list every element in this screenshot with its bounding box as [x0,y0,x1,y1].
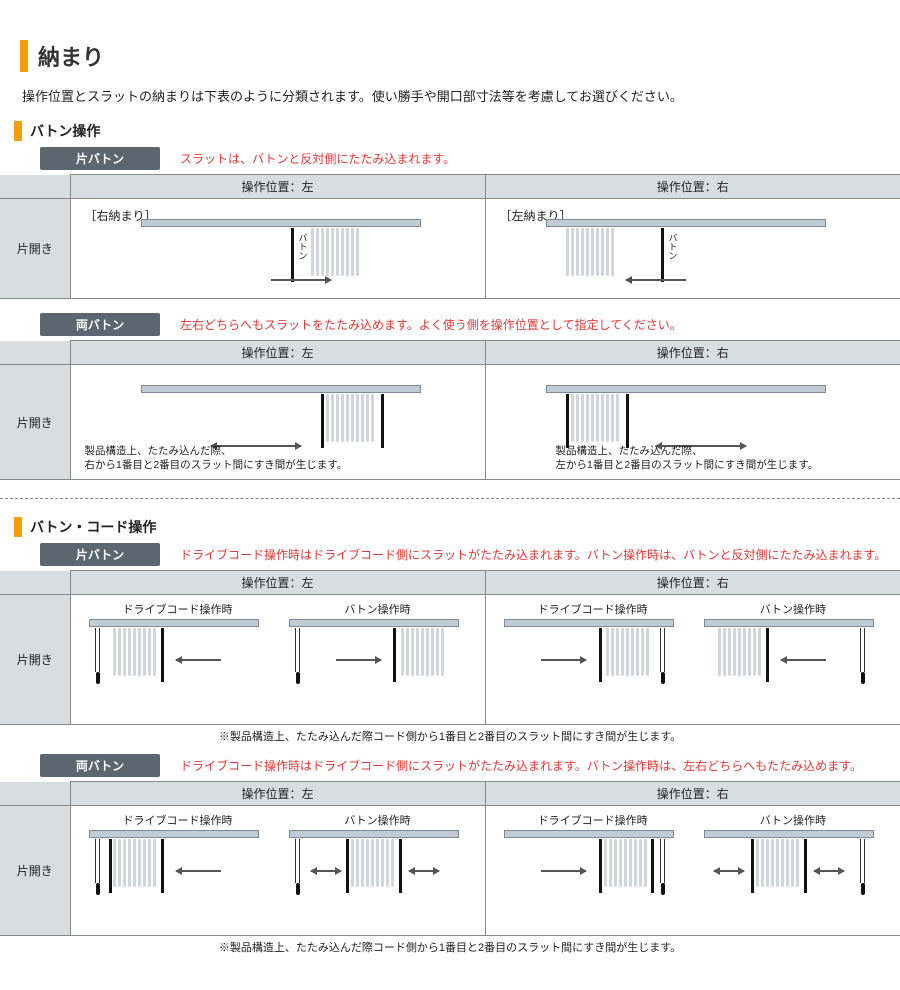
small-note-right: 製品構造上、たたみ込んだ際、左から1番目と2番目のスラット間にすき間が生じます。 [556,444,819,473]
diagram-cell: ［右納まり］ バトン [70,199,485,299]
col-left: 操作位置：左 [70,571,485,595]
sub-baton: バトン操作時 [696,601,890,617]
note-kata-baton: スラットは、バトンと反対側にたたみ込まれます。 [180,150,455,167]
baton-label: バトン [297,233,310,260]
col-left: 操作位置：左 [70,782,485,806]
col-right: 操作位置：右 [485,175,900,199]
pill-ryo-baton-2: 両バトン [40,754,160,777]
col-left: 操作位置：左 [70,341,485,365]
bottom-note-s2b1: ※製品構造上、たたみ込んだ際コード側から1番目と2番目のスラット間にすき間が生じ… [0,728,900,744]
pill-kata-baton-2: 片バトン [40,543,160,566]
diagram-cell: ［左納まり］ バトン [485,199,900,299]
table-s2b2: 操作位置：左 操作位置：右 片開き ドライブコード操作時 [0,781,900,936]
col-left: 操作位置：左 [70,175,485,199]
diagram-cell: 製品構造上、たたみ込んだ際、左から1番目と2番目のスラット間にすき間が生じます。 [485,365,900,480]
table-s1b1: 操作位置：左 操作位置：右 片開き ［右納まり］ バトン ［左納まり］ [0,174,900,299]
sub-drive: ドライブコード操作時 [496,812,690,828]
row-label: 片開き [0,365,70,480]
bottom-note-s2b2: ※製品構造上、たたみ込んだ際コード側から1番目と2番目のスラット間にすき間が生じ… [0,939,900,955]
baton-label: バトン [667,233,680,260]
section2-header: バトン・コード操作 [14,517,900,537]
page-title: 納まり [20,40,880,72]
intro-text: 操作位置とスラットの納まりは下表のように分類されます。使い勝手や開口部寸法等を考… [22,86,880,105]
col-right: 操作位置：右 [485,341,900,365]
diagram-cell: ドライブコード操作時 バトン操作時 [485,595,900,725]
col-right: 操作位置：右 [485,782,900,806]
sub-baton: バトン操作時 [696,812,890,828]
sub-baton: バトン操作時 [281,601,475,617]
note-kata-baton-2: ドライブコード操作時はドライブコード側にスラットがたたみ込まれます。バトン操作時… [180,546,886,563]
sub-drive: ドライブコード操作時 [81,601,275,617]
row-label: 片開き [0,595,70,725]
diagram-cell: ドライブコード操作時 バトン操作時 [485,806,900,936]
sub-baton: バトン操作時 [281,812,475,828]
row-label: 片開き [0,806,70,936]
row-label: 片開き [0,199,70,299]
note-ryo-baton: 左右どちらへもスラットをたたみ込めます。よく使う側を操作位置として指定してくださ… [180,316,682,333]
table-s1b2: 操作位置：左 操作位置：右 片開き 製品構造上、たたみ込んだ際、右から1番目と2… [0,340,900,480]
table-s2b1: 操作位置：左 操作位置：右 片開き ドライブコード操作時 [0,570,900,725]
diagram-cell: 製品構造上、たたみ込んだ際、右から1番目と2番目のスラット間にすき間が生じます。 [70,365,485,480]
pill-kata-baton: 片バトン [40,147,160,170]
sub-drive: ドライブコード操作時 [496,601,690,617]
diagram-cell: ドライブコード操作時 バトン操作時 [70,806,485,936]
small-note-left: 製品構造上、たたみ込んだ際、右から1番目と2番目のスラット間にすき間が生じます。 [85,444,348,473]
diagram-cell: ドライブコード操作時 バトン操作時 [70,595,485,725]
note-ryo-baton-2: ドライブコード操作時はドライブコード側にスラットがたたみ込まれます。バトン操作時… [180,757,862,774]
col-right: 操作位置：右 [485,571,900,595]
section1-header: バトン操作 [14,121,900,141]
divider [0,498,900,499]
sub-drive: ドライブコード操作時 [81,812,275,828]
pill-ryo-baton: 両バトン [40,313,160,336]
